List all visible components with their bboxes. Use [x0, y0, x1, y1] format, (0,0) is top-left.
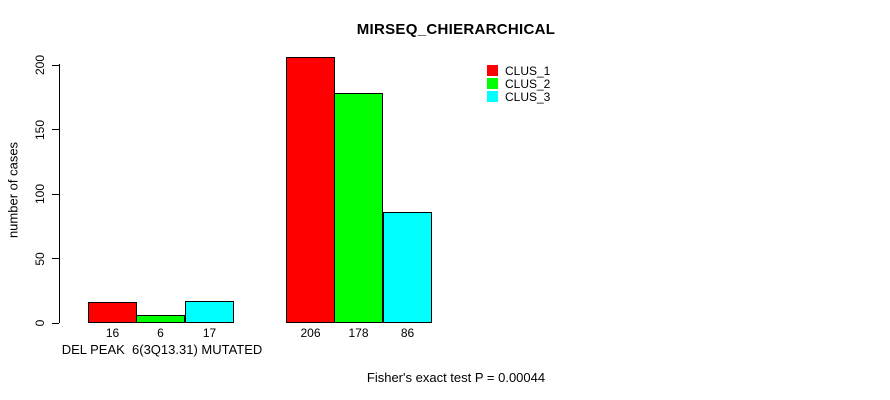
y-axis-label: number of cases [5, 141, 21, 239]
x-axis-label: DEL PEAK 6(3Q13.31) MUTATED [61, 342, 263, 357]
y-tick-label: 100 [33, 183, 47, 205]
y-tick-mark [52, 322, 59, 324]
legend-item-clus2: CLUS_2 [487, 76, 551, 91]
bar-clus_2-group1 [136, 315, 185, 323]
y-tick-mark [52, 193, 59, 195]
bar-value-label: 178 [348, 326, 369, 340]
bar-value-label: 6 [157, 326, 164, 340]
y-tick-mark [52, 129, 59, 130]
clus2-color-swatch [487, 78, 498, 89]
legend-item-clus1: CLUS_1 [487, 63, 551, 78]
legend-item-clus3: CLUS_3 [487, 89, 551, 104]
clus3-color-swatch [487, 91, 498, 102]
y-tick-mark [52, 64, 59, 66]
y-tick-label: 0 [33, 319, 47, 327]
bar-value-label: 16 [105, 326, 120, 340]
y-tick-label: 50 [33, 251, 47, 266]
legend-label-clus2: CLUS_2 [505, 76, 551, 91]
chart-title: MIRSEQ_CHIERARCHICAL [356, 21, 556, 38]
legend-label-clus3: CLUS_3 [505, 89, 551, 104]
bar-clus_3-group2 [383, 212, 432, 323]
legend-label-clus1: CLUS_1 [505, 63, 551, 78]
y-tick-mark [52, 258, 59, 259]
y-axis-line [59, 64, 60, 323]
y-tick-label: 200 [33, 54, 47, 76]
bar-clus_2-group2 [334, 93, 383, 323]
bar-value-label: 17 [202, 326, 217, 340]
fisher-test-annotation: Fisher's exact test P = 0.00044 [366, 370, 546, 385]
y-tick-label: 150 [33, 119, 47, 140]
bar-value-label: 206 [300, 326, 321, 340]
bar-clus_1-group1 [88, 302, 137, 323]
bar-clus_3-group1 [185, 301, 234, 323]
clus1-color-swatch [487, 65, 498, 76]
bar-value-label: 86 [400, 326, 415, 340]
legend: CLUS_1 CLUS_2 CLUS_3 [487, 63, 551, 104]
bar-clus_1-group2 [286, 57, 335, 323]
